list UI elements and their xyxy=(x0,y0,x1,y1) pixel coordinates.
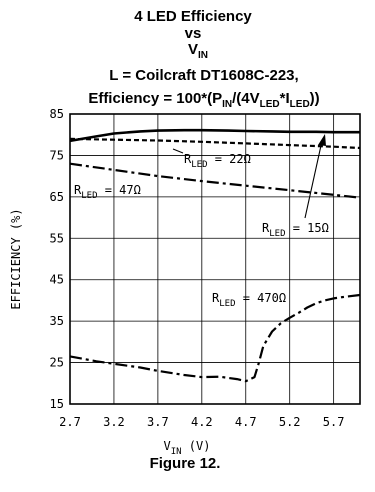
leader-line-22-ohm xyxy=(172,148,184,154)
annotation-22-ohm-sub: LED xyxy=(191,160,207,170)
title-line-1: 4 LED Efficiency xyxy=(134,8,252,25)
series-line-2 xyxy=(69,137,361,150)
x-tick-label: 2.7 xyxy=(59,415,81,429)
title-line-5-part: Efficiency = 100*(P xyxy=(88,90,222,107)
title-line-3-sub: IN xyxy=(198,50,208,61)
grid xyxy=(70,114,360,404)
title-line-3-main: V xyxy=(188,41,198,58)
x-tick-label: 5.2 xyxy=(279,415,301,429)
title-line-2: vs xyxy=(185,25,202,42)
annotations: RLED = 22Ω RLED = 47Ω RLED = 15Ω RLED = … xyxy=(74,134,329,309)
title-line-5: Efficiency = 100*(PIN/(4VLED*ILED)) xyxy=(88,90,319,110)
annotation-15-ohm: RLED = 15Ω xyxy=(262,221,329,239)
annotation-47-ohm-value: = 47Ω xyxy=(98,183,141,197)
annotation-470-ohm-value: = 470Ω xyxy=(236,291,287,305)
title-line-5-part: /(4V xyxy=(232,90,260,107)
series-line-1 xyxy=(69,128,360,143)
annotation-22-ohm: RLED = 22Ω xyxy=(184,152,251,170)
annotation-47-ohm-r: R xyxy=(74,183,82,197)
annotation-47-ohm: RLED = 47Ω xyxy=(74,183,141,201)
y-tick-label: 35 xyxy=(50,314,64,328)
arrow-15-ohm-head xyxy=(318,134,326,146)
annotation-22-ohm-r: R xyxy=(184,152,192,166)
x-tick-label: 4.2 xyxy=(191,415,213,429)
annotation-15-ohm-sub: LED xyxy=(269,229,285,239)
annotation-15-ohm-r: R xyxy=(262,221,270,235)
y-tick-label: 45 xyxy=(50,273,64,287)
series-lines xyxy=(69,128,361,383)
title-line-5-part: *I xyxy=(280,90,290,107)
title-line-5-part: )) xyxy=(310,90,320,107)
annotation-470-ohm-sub: LED xyxy=(219,299,235,309)
chart-title: 4 LED Efficiency vs VIN L = Coilcraft DT… xyxy=(88,8,319,110)
title-line-5-part: LED xyxy=(290,99,310,110)
title-line-5-part: IN xyxy=(222,99,232,110)
plot-frame xyxy=(69,113,361,405)
x-axis-label-unit: (V) xyxy=(182,439,211,453)
x-tick-label: 5.7 xyxy=(323,415,345,429)
title-line-4: L = Coilcraft DT1608C-223, xyxy=(109,67,298,84)
x-axis-label-main: V xyxy=(164,439,171,453)
y-tick-label: 65 xyxy=(50,190,64,204)
y-axis-label: EFFICIENCY (%) xyxy=(9,208,23,309)
y-tick-label: 15 xyxy=(50,397,64,411)
annotation-47-ohm-sub: LED xyxy=(81,191,97,201)
title-line-3: VIN xyxy=(188,41,208,61)
y-tick-label: 25 xyxy=(50,356,64,370)
annotation-470-ohm: RLED = 470Ω xyxy=(212,291,286,309)
title-line-5-part: LED xyxy=(260,99,280,110)
annotation-15-ohm-value: = 15Ω xyxy=(286,221,329,235)
x-axis-label: VIN (V) xyxy=(164,439,211,457)
y-tick-label: 85 xyxy=(50,107,64,121)
annotation-470-ohm-r: R xyxy=(212,291,220,305)
y-tick-label: 55 xyxy=(50,231,64,245)
figure-caption: Figure 12. xyxy=(150,455,221,472)
annotation-22-ohm-value: = 22Ω xyxy=(208,152,251,166)
x-tick-labels: 2.7 3.2 3.7 4.2 4.7 5.2 5.7 xyxy=(59,415,344,429)
arrow-15-ohm-shaft xyxy=(304,140,323,219)
x-tick-label: 3.7 xyxy=(147,415,169,429)
y-tick-label: 75 xyxy=(50,148,64,162)
x-tick-label: 4.7 xyxy=(235,415,257,429)
series-line-4 xyxy=(69,293,361,383)
x-tick-label: 3.2 xyxy=(103,415,125,429)
series-line-3 xyxy=(69,162,361,199)
x-axis-label-sub: IN xyxy=(171,447,182,457)
y-tick-labels: 15 25 35 45 55 65 75 85 xyxy=(50,107,64,411)
